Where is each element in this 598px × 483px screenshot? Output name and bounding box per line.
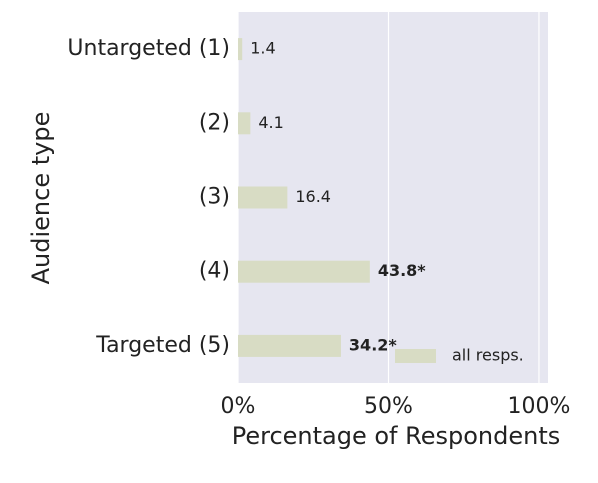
y-tick-label: Untargeted (1) <box>67 36 230 61</box>
bar <box>238 38 243 61</box>
bar <box>238 334 341 357</box>
y-tick-label: (2) <box>199 110 230 135</box>
y-tick-label: (4) <box>199 259 230 284</box>
value-label: 1.4 <box>250 39 275 58</box>
bar <box>238 112 251 135</box>
y-tick-label: Targeted (5) <box>95 333 230 358</box>
y-axis-label: Audience type <box>27 112 55 285</box>
value-label: 34.2* <box>349 335 397 354</box>
x-tick-label: 100% <box>508 394 571 419</box>
x-tick-label: 50% <box>364 394 413 419</box>
x-tick-label: 0% <box>221 394 256 419</box>
value-label: 16.4 <box>295 187 331 206</box>
plot-area <box>238 12 548 383</box>
y-tick-label: (3) <box>199 185 230 210</box>
bar <box>238 260 370 283</box>
legend-swatch <box>395 349 436 363</box>
value-label: 43.8* <box>378 261 426 280</box>
bar <box>238 186 288 209</box>
value-label: 4.1 <box>258 113 283 132</box>
x-axis-label: Percentage of Respondents <box>232 422 561 450</box>
legend-label: all resps. <box>452 346 524 365</box>
